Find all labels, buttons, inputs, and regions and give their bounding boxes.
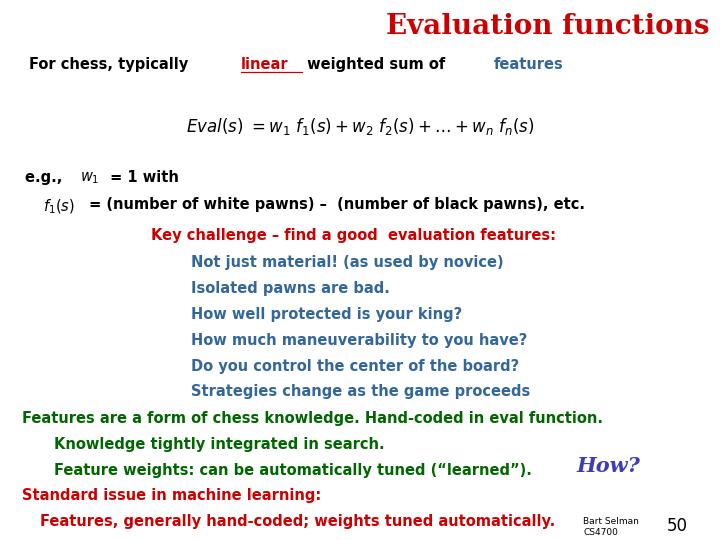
Text: 50: 50 [667,517,688,535]
Text: For chess, typically: For chess, typically [29,57,193,72]
Text: = (number of white pawns) –  (number of black pawns), etc.: = (number of white pawns) – (number of b… [84,197,585,212]
Text: How?: How? [577,456,640,476]
Text: $\mathit{Eval(s)}$ $= w_1\ f_1(s) + w_2\ f_2(s) + \ldots + w_n\ f_n(s)$: $\mathit{Eval(s)}$ $= w_1\ f_1(s) + w_2\… [186,116,534,137]
Text: Strategies change as the game proceeds: Strategies change as the game proceeds [191,384,530,400]
Text: Bart Selman
CS4700: Bart Selman CS4700 [583,517,639,537]
Text: Isolated pawns are bad.: Isolated pawns are bad. [191,281,390,296]
Text: Features are a form of chess knowledge. Hand-coded in eval function.: Features are a form of chess knowledge. … [22,411,603,427]
Text: linear: linear [241,57,289,72]
Text: $f_1(s)$: $f_1(s)$ [43,197,75,215]
Text: e.g.,: e.g., [25,170,68,185]
Text: Feature weights: can be automatically tuned (“learned”).: Feature weights: can be automatically tu… [54,463,532,478]
Text: Features, generally hand-coded; weights tuned automatically.: Features, generally hand-coded; weights … [40,514,555,529]
Text: How much maneuverability to you have?: How much maneuverability to you have? [191,333,527,348]
Text: = 1 with: = 1 with [105,170,179,185]
Text: features: features [494,57,564,72]
Text: Not just material! (as used by novice): Not just material! (as used by novice) [191,255,503,270]
Text: Key challenge – find a good  evaluation features:: Key challenge – find a good evaluation f… [151,228,557,243]
Text: weighted sum of: weighted sum of [302,57,451,72]
Text: Evaluation functions: Evaluation functions [386,14,709,40]
Text: Do you control the center of the board?: Do you control the center of the board? [191,359,519,374]
Text: How well protected is your king?: How well protected is your king? [191,307,462,322]
Text: Knowledge tightly integrated in search.: Knowledge tightly integrated in search. [54,437,384,453]
Text: $w_1$: $w_1$ [80,170,99,186]
Text: Standard issue in machine learning:: Standard issue in machine learning: [22,488,321,503]
